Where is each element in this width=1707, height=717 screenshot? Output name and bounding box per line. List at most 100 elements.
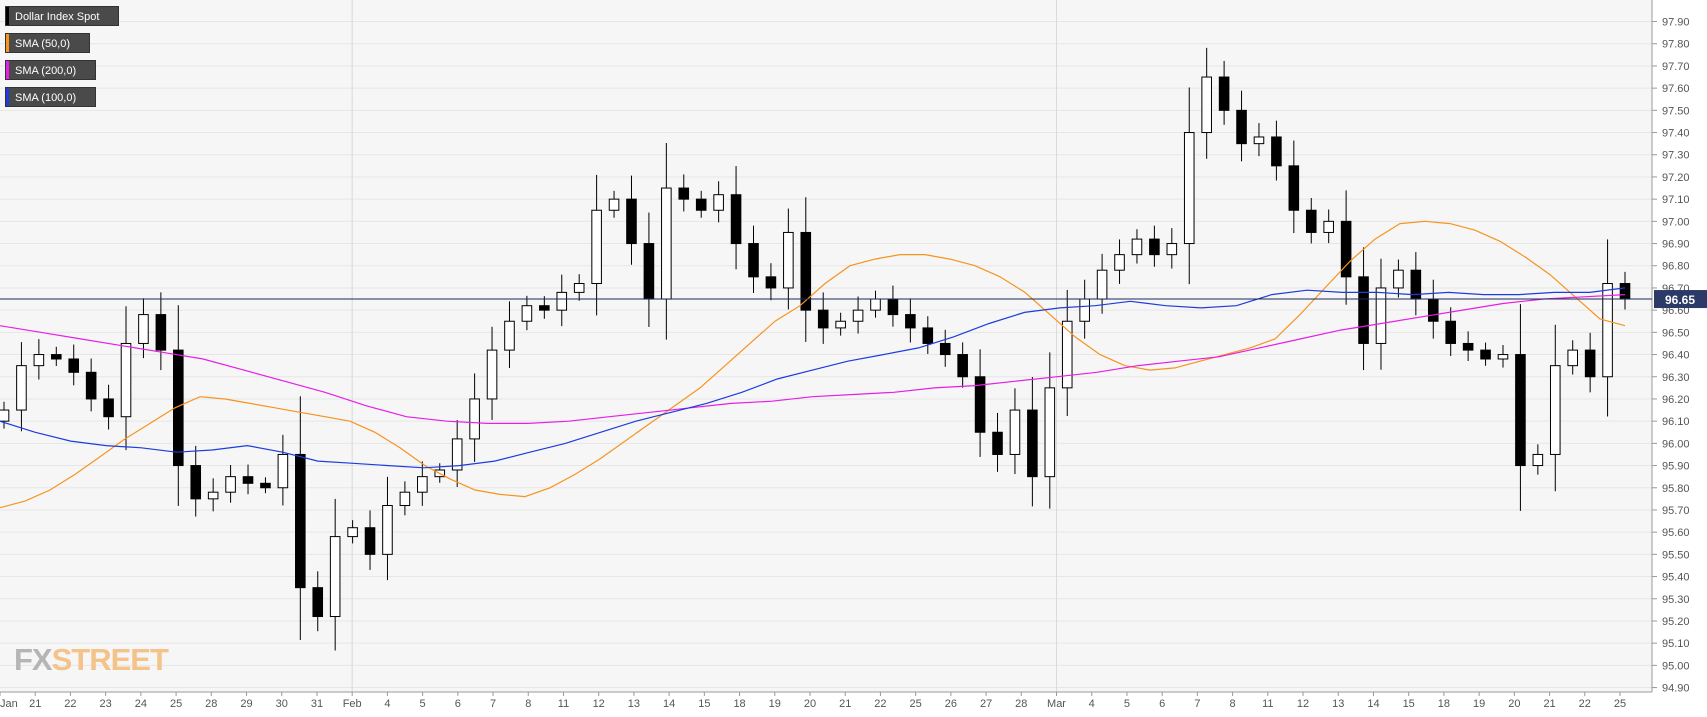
candle-body-down [1305, 209, 1317, 233]
candle [1114, 239, 1125, 284]
x-tick-label: 13 [628, 698, 640, 710]
candle-body-up [469, 398, 480, 440]
y-tick-label: 96.30 [1662, 372, 1690, 384]
candle [573, 274, 585, 301]
candle [242, 464, 254, 495]
x-tick-label: 4 [384, 698, 390, 710]
legend-label: SMA (50,0) [15, 38, 71, 50]
x-tick-label: 25 [170, 698, 182, 710]
y-tick-label: 97.90 [1662, 17, 1690, 29]
candle [905, 298, 916, 343]
candle [817, 292, 829, 344]
candle-body-up [0, 409, 10, 422]
candle-body-down [1218, 76, 1230, 111]
candle-body-up [1114, 254, 1125, 271]
candle [974, 349, 986, 457]
candle [1236, 90, 1247, 162]
candle [713, 181, 724, 223]
x-tick-label: 4 [1089, 698, 1095, 710]
x-tick-label: 5 [1124, 698, 1130, 710]
y-tick-label: 95.00 [1662, 660, 1690, 672]
candle-body-down [1584, 349, 1596, 378]
candle [1061, 289, 1073, 417]
x-tick-label: 20 [804, 698, 816, 710]
legend-swatch [6, 88, 9, 106]
x-tick-label: 13 [1332, 698, 1344, 710]
candle [0, 401, 10, 429]
candle [1271, 120, 1282, 181]
candle [1166, 228, 1178, 269]
candle-body-down [1149, 238, 1160, 256]
x-tick-label: 7 [490, 698, 496, 710]
candle-body-down [242, 476, 254, 484]
x-tick-label: 12 [593, 698, 605, 710]
candle-body-down [748, 243, 759, 278]
candle [695, 190, 707, 218]
candle-body-up [1061, 320, 1073, 389]
candle [295, 396, 306, 641]
x-tick-label: 15 [1403, 698, 1415, 710]
candle [155, 292, 167, 371]
candle-body-up [591, 209, 602, 285]
x-tick-label: 8 [1230, 698, 1236, 710]
x-axis: Jan 21 22 23 24 25 28 29 30 31 Feb 4 5 6 7 8 11 12 13 14 15 1… [0, 691, 1652, 710]
candle-body-down [957, 354, 968, 378]
candle-body-up [1253, 136, 1265, 145]
y-tick-label: 97.70 [1662, 61, 1690, 73]
candle-body-up [451, 438, 463, 471]
candle [1393, 259, 1404, 298]
y-axis: 97.90 97.80 97.70 97.60 97.50 97.40 97.30 97.20… [1651, 0, 1690, 695]
candle-body-down [905, 314, 916, 329]
sma-100-line [0, 287, 1626, 469]
candle [591, 174, 602, 316]
candle-body-up [1009, 409, 1021, 455]
candle [312, 571, 324, 632]
candle [364, 510, 376, 570]
y-tick-label: 95.90 [1662, 461, 1690, 473]
candle-body-up [835, 320, 846, 329]
candle [1584, 332, 1596, 393]
candle-body-down [1515, 354, 1526, 467]
candle-body-up [225, 476, 236, 493]
x-tick-label: 14 [663, 698, 675, 710]
y-tick-label: 95.20 [1662, 616, 1690, 628]
y-tick-label: 97.80 [1662, 39, 1690, 51]
y-tick-label: 96.10 [1662, 416, 1690, 428]
candle-body-up [870, 298, 881, 311]
candle [85, 358, 97, 412]
y-tick-label: 96.50 [1662, 327, 1690, 339]
candle-body-down [730, 194, 742, 245]
x-tick-label: 21 [29, 698, 41, 710]
candle [678, 174, 690, 212]
candle-body-up [1549, 365, 1561, 455]
candle-body-up [1201, 76, 1212, 134]
x-tick-label: 7 [1194, 698, 1200, 710]
candle [1340, 190, 1352, 305]
candle-body-up [521, 305, 533, 322]
x-tick-label: Mar [1047, 698, 1066, 710]
candle-body-down [922, 327, 934, 344]
candle-body-down [295, 453, 306, 589]
candle [1044, 352, 1056, 509]
legend-item: Dollar Index Spot [5, 6, 119, 26]
candle [399, 481, 411, 516]
candle-body-up [1497, 354, 1509, 360]
candle [260, 477, 271, 494]
candle [382, 476, 393, 581]
candle [800, 197, 812, 342]
candle [16, 342, 27, 432]
candle [992, 412, 1003, 472]
x-tick-label: 31 [311, 698, 323, 710]
candle [1445, 307, 1456, 357]
y-tick-label: 97.50 [1662, 105, 1690, 117]
candle-body-down [887, 298, 899, 316]
candle-body-up [713, 194, 724, 211]
candle-body-down [695, 198, 707, 211]
candle-body-down [765, 276, 777, 289]
candle-body-up [852, 309, 864, 322]
x-tick-label: 11 [558, 698, 569, 710]
candle [1515, 304, 1526, 511]
candle-body-down [974, 376, 986, 433]
candle-body-up [1602, 283, 1613, 378]
